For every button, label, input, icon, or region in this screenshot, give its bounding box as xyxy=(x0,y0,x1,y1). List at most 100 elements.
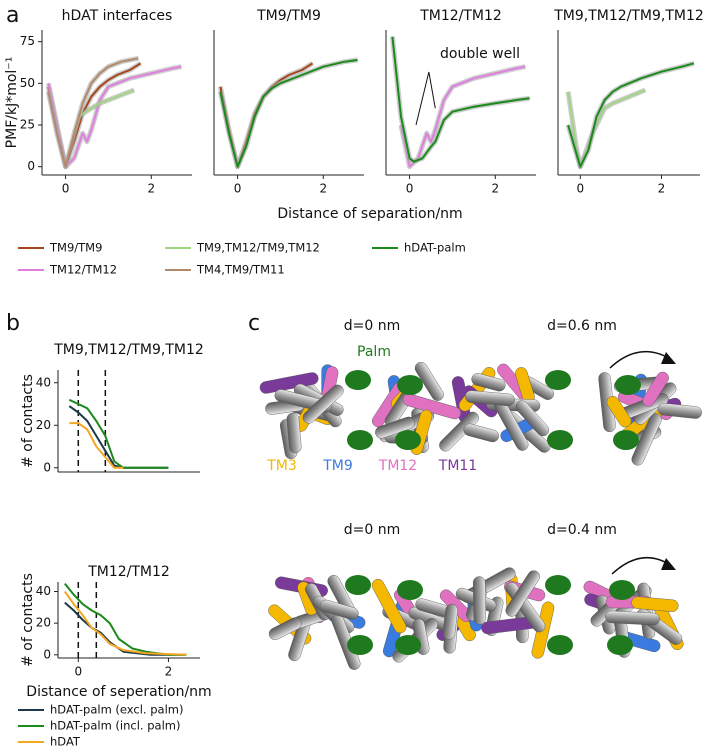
helix xyxy=(259,372,319,394)
y-tick-label: 0 xyxy=(43,460,51,474)
palm-density xyxy=(613,430,639,450)
helix xyxy=(319,599,359,620)
series-line xyxy=(63,590,187,656)
legend-label: TM12/TM12 xyxy=(49,263,117,277)
series-line xyxy=(219,59,358,168)
helix xyxy=(302,384,344,424)
legend-label: hDAT-palm (excl. palm) xyxy=(50,703,183,717)
distance-label: d=0.4 nm xyxy=(547,522,617,538)
x-tick-label: 2 xyxy=(491,182,499,196)
x-tick-label: 2 xyxy=(147,182,155,196)
panel-label: c xyxy=(248,311,260,336)
x-tick-label: 2 xyxy=(658,182,666,196)
helix xyxy=(439,411,479,452)
helix xyxy=(631,413,662,466)
chart-title: TM12/TM12 xyxy=(87,564,170,580)
series-line xyxy=(77,89,135,118)
helix xyxy=(472,576,487,625)
helix-label: TM11 xyxy=(438,458,477,474)
molecule xyxy=(455,567,684,659)
x-tick-label: 0 xyxy=(576,182,584,196)
y-axis-label: PMF/kJ*mol⁻¹ xyxy=(4,57,20,149)
helix xyxy=(442,604,458,640)
helix-label: TM9 xyxy=(322,458,353,474)
palm-density xyxy=(545,575,571,595)
helix xyxy=(642,371,669,407)
helix xyxy=(505,570,540,617)
annotation-arrow xyxy=(415,71,436,126)
palm-density xyxy=(547,430,573,450)
legend-label: TM4,TM9/TM11 xyxy=(196,263,285,277)
helix xyxy=(471,373,506,392)
y-tick-label: 20 xyxy=(36,616,51,630)
chart-title: hDAT interfaces xyxy=(62,8,173,24)
legend-label: hDAT xyxy=(50,735,81,749)
molecule xyxy=(268,575,481,670)
distance-label: d=0.6 nm xyxy=(547,318,617,334)
palm-density xyxy=(395,635,421,655)
distance-label: d=0 nm xyxy=(344,318,401,334)
series-line xyxy=(47,57,139,168)
y-axis-label: # of contacts xyxy=(20,573,36,667)
arrow-head xyxy=(661,352,676,364)
helix xyxy=(464,390,515,407)
x-tick-label: 0 xyxy=(234,182,242,196)
helix xyxy=(605,610,660,626)
molecule xyxy=(259,361,479,460)
palm-density xyxy=(347,430,373,450)
distance-label: d=0 nm xyxy=(344,522,401,538)
y-tick-label: 75 xyxy=(20,34,35,48)
y-axis-label: # of contacts xyxy=(20,374,36,468)
legend-label: TM9,TM12/TM9,TM12 xyxy=(196,241,320,255)
x-axis-label: Distance of separation/nm xyxy=(277,206,462,222)
palm-density xyxy=(609,580,635,600)
helix-label: TM3 xyxy=(266,458,297,474)
arrow xyxy=(609,350,673,369)
helix xyxy=(463,423,499,443)
palm-density xyxy=(397,375,423,395)
series-line xyxy=(69,422,124,469)
helix xyxy=(606,396,632,428)
y-tick-label: 20 xyxy=(36,418,51,432)
helix xyxy=(515,400,550,437)
helix xyxy=(631,596,679,612)
palm-density xyxy=(545,370,571,390)
series-line xyxy=(400,65,526,168)
helix xyxy=(371,578,407,634)
helix xyxy=(286,412,302,454)
x-tick-label: 0 xyxy=(74,665,82,679)
molecule xyxy=(458,363,702,466)
series-line xyxy=(64,601,187,656)
chart-title: TM9,TM12/TM9,TM12 xyxy=(553,8,704,24)
y-tick-label: 40 xyxy=(36,584,51,598)
x-tick-label: 2 xyxy=(165,665,173,679)
palm-density xyxy=(397,580,423,600)
palm-density xyxy=(607,635,633,655)
palm-density xyxy=(345,575,371,595)
y-tick-label: 50 xyxy=(20,76,35,90)
y-tick-label: 0 xyxy=(43,647,51,661)
palm-density xyxy=(395,430,421,450)
legend-label: hDAT-palm xyxy=(404,241,466,255)
palm-density xyxy=(347,635,373,655)
x-tick-label: 2 xyxy=(319,182,327,196)
x-tick-label: 0 xyxy=(62,182,70,196)
palm-label: Palm xyxy=(357,344,391,360)
x-tick-label: 0 xyxy=(406,182,414,196)
panel-label: a xyxy=(6,3,19,28)
helix xyxy=(414,361,444,401)
legend-label: hDAT-palm (incl. palm) xyxy=(50,719,180,733)
series-line xyxy=(391,36,530,163)
chart-title: TM12/TM12 xyxy=(419,8,502,24)
palm-density xyxy=(345,370,371,390)
helix xyxy=(657,402,702,419)
y-tick-label: 25 xyxy=(20,118,35,132)
chart-title: TM9/TM9 xyxy=(256,8,321,24)
helix xyxy=(268,617,302,641)
panel-label: b xyxy=(6,311,20,336)
series-line xyxy=(68,398,169,469)
x-axis-label: Distance of seperation/nm xyxy=(26,684,211,700)
chart-title: TM9,TM12/TM9,TM12 xyxy=(53,342,204,358)
series-line xyxy=(567,62,695,168)
